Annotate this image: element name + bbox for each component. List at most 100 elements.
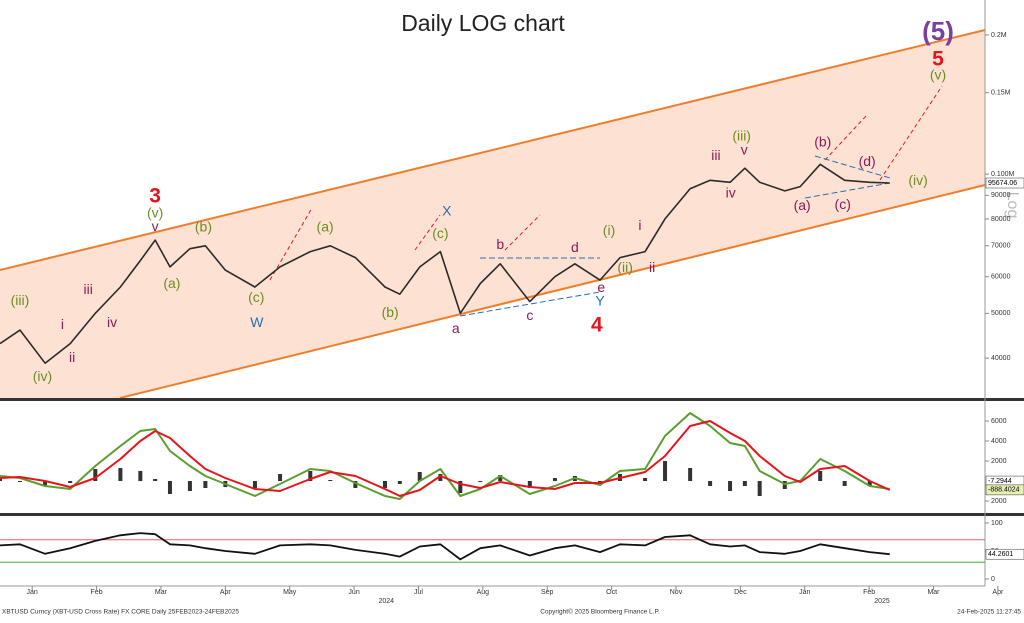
wave-label: W [250, 314, 264, 330]
wave-label: v [152, 218, 159, 234]
x-tick-label: Jul [414, 589, 423, 596]
x-tick-label: May [283, 589, 297, 596]
wave-label: iii [711, 147, 720, 163]
y-tick-label: 2000 [991, 498, 1007, 505]
wave-label: (b) [814, 134, 831, 150]
wave-label: i [638, 217, 641, 233]
histogram-bar [203, 481, 207, 488]
wave-label: (a) [163, 275, 180, 291]
x-tick-label: Apr [220, 589, 232, 596]
footer-left: XBTUSD Curncy (XBT-USD Cross Rate) FX CO… [2, 609, 239, 616]
histogram-bar [688, 468, 692, 481]
x-tick-label: Oct [606, 589, 617, 596]
histogram-bar [188, 481, 192, 491]
y-tick-label: 90000 [991, 192, 1011, 199]
histogram-bar [18, 481, 22, 482]
y-tick-label: 80000 [991, 216, 1011, 223]
year-label: 2025 [874, 598, 890, 605]
x-tick-label: Dec [734, 589, 747, 596]
value-label: 44.2601 [988, 551, 1013, 558]
histogram-bar [643, 478, 647, 481]
y-tick-label: 4000 [991, 438, 1007, 445]
wave-label: Y [595, 293, 605, 309]
histogram-bar [708, 481, 712, 486]
y-tick-label: 60000 [991, 274, 1011, 281]
wave-label: iii [84, 281, 93, 297]
wave-label: (iv) [908, 172, 927, 188]
x-tick-label: Jan [799, 589, 810, 596]
histogram-bar [0, 479, 2, 481]
y-tick-label: 0.100M [991, 171, 1015, 178]
wave-label: d [571, 239, 579, 255]
wave-label: v [741, 142, 748, 158]
histogram-bar [328, 480, 332, 481]
x-tick-label: Apr [992, 589, 1004, 596]
y-tick-label: 0.15M [991, 90, 1011, 97]
wave-label: (v) [930, 67, 946, 83]
histogram-bar [278, 474, 282, 481]
value-label: 95674.06 [988, 180, 1017, 187]
wave-label: (c) [248, 289, 264, 305]
wave-label: (iii) [11, 292, 30, 308]
y-tick-label: 50000 [991, 310, 1011, 317]
x-tick-label: Nov [670, 589, 683, 596]
histogram-bar [168, 481, 172, 494]
y-tick-label: 0 [991, 576, 995, 583]
wave-label: (c) [835, 196, 851, 212]
histogram-bar [383, 481, 387, 488]
histogram-bar [68, 481, 72, 483]
wave-label: (b) [195, 219, 212, 235]
y-tick-label: 0.2M [991, 32, 1007, 39]
value-label: -888.4024 [988, 487, 1020, 494]
histogram-bar [138, 471, 142, 481]
histogram-bar [843, 481, 847, 486]
x-tick-label: Jan [27, 589, 38, 596]
histogram-bar [553, 478, 557, 481]
chart-title: Daily LOG chart [401, 10, 565, 36]
y-tick-label: 6000 [991, 418, 1007, 425]
wave-label: a [452, 320, 460, 336]
x-tick-label: Sep [541, 589, 554, 596]
histogram-bar [818, 471, 822, 481]
wave-label: (5) [922, 16, 954, 46]
footer-center: Copyright© 2025 Bloomberg Finance L.P. [540, 608, 660, 616]
y-tick-label: 100 [991, 520, 1003, 527]
x-tick-label: Feb [863, 589, 875, 596]
histogram-bar [153, 479, 157, 481]
wave-label: iv [107, 314, 117, 330]
year-label: 2024 [378, 598, 394, 605]
histogram-bar [118, 468, 122, 481]
wave-label: X [442, 203, 452, 219]
wave-label: (a) [794, 197, 811, 213]
value-label: -7.2944 [988, 478, 1012, 485]
histogram-bar [478, 481, 482, 482]
histogram-bar [758, 481, 762, 496]
histogram-bar [253, 481, 257, 488]
wave-label: (i) [603, 222, 615, 238]
wave-label: i [61, 316, 64, 332]
y-tick-label: 70000 [991, 243, 1011, 250]
wave-label: (ii) [617, 259, 633, 275]
wave-label: (b) [382, 304, 399, 320]
wave-label: 4 [591, 314, 603, 337]
wave-label: b [496, 236, 504, 252]
y-tick-label: 40000 [991, 355, 1011, 362]
y-tick-label: 2000 [991, 458, 1007, 465]
footer-right: 24-Feb-2025 11:27:45 [957, 609, 1021, 616]
wave-label: (c) [432, 225, 448, 241]
histogram-bar [728, 481, 732, 491]
histogram-bar [663, 461, 667, 481]
x-tick-label: Mar [927, 589, 940, 596]
x-tick-label: Feb [91, 589, 103, 596]
wave-label: ii [69, 349, 75, 365]
wave-label: c [526, 307, 533, 323]
histogram-bar [398, 481, 402, 484]
wave-label: (a) [317, 219, 334, 235]
x-tick-label: Aug [477, 589, 490, 596]
wave-label: iv [726, 185, 736, 201]
wave-label: (d) [859, 153, 876, 169]
x-tick-label: Mar [155, 589, 168, 596]
x-tick-label: Jun [348, 589, 359, 596]
histogram-bar [743, 481, 747, 486]
